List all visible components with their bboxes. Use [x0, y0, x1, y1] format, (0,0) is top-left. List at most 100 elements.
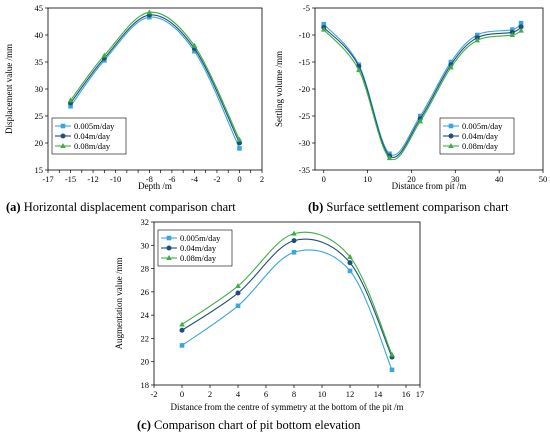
y-axis-label-a: Displacement value /mm — [4, 44, 14, 134]
y-tick-label-a: 30 — [35, 84, 44, 94]
data-point-c-1 — [291, 238, 297, 244]
caption-a-text: Horizontal displacement comparison chart — [20, 200, 236, 214]
x-tick-label-a: -6 — [168, 174, 175, 184]
legend-marker-b — [448, 123, 454, 129]
y-tick-label-b: -5 — [303, 3, 310, 13]
x-tick-label-a: 0 — [237, 174, 241, 184]
legend-marker-c — [166, 235, 172, 241]
x-axis-label-b: Distance from pit /m — [392, 181, 467, 191]
x-tick-label-a: 2 — [260, 174, 264, 184]
data-point-c-1 — [235, 290, 241, 296]
y-tick-label-c: 20 — [141, 357, 150, 367]
data-point-c-2 — [179, 321, 185, 327]
data-point-a-0 — [192, 48, 197, 54]
series-line-b-2 — [323, 29, 522, 161]
data-point-b-2 — [417, 118, 424, 124]
x-tick-label-b: 50 — [539, 174, 548, 184]
chart-b: 0 10 20 30 40 50 -35 -30 -25 -20 -15 -10 -5 Distance … — [274, 3, 547, 191]
y-tick-label-b: -20 — [299, 84, 310, 94]
legend-label-c: 0.04m/day — [180, 243, 217, 253]
caption-a-letter: (a) — [6, 200, 21, 214]
data-point-b-0 — [448, 59, 454, 65]
legend-label-a: 0.005m/day — [74, 121, 115, 131]
y-tick-label-a: 20 — [35, 138, 44, 148]
data-point-a-2 — [101, 52, 108, 58]
x-tick-label-c: 12 — [346, 389, 355, 399]
y-tick-label-a: 45 — [35, 3, 44, 13]
data-point-b-0 — [321, 21, 327, 27]
data-point-c-0 — [389, 367, 395, 373]
data-point-a-2 — [67, 97, 74, 103]
x-tick-label-b: 0 — [322, 174, 326, 184]
legend-label-b: 0.005m/day — [462, 121, 503, 131]
legend-label-c: 0.005m/day — [180, 233, 221, 243]
chart-a: -17 -15 -12 -10 -8 -6 -4 -2 0 2 15 20 25 30 35 40 45 Dept… — [4, 3, 264, 191]
caption-b-text: Surface settlement comparison chart — [323, 200, 509, 214]
y-tick-label-b: -10 — [299, 30, 310, 40]
legend-label-b: 0.08m/day — [462, 141, 499, 151]
caption-c: (c) Comparison chart of pit bottom eleva… — [137, 418, 361, 433]
caption-c-text: Comparison chart of pit bottom elevation — [150, 418, 361, 432]
x-tick-label-b: 20 — [407, 174, 416, 184]
legend-marker-c — [166, 255, 172, 260]
x-tick-label-a: -10 — [110, 174, 121, 184]
legend-label-a: 0.04m/day — [74, 131, 111, 141]
legend-label-c: 0.08m/day — [180, 253, 217, 263]
legend-marker-b — [448, 143, 454, 148]
y-axis-label-c: Augmentation value /mm — [114, 258, 124, 350]
x-tick-label-a: -8 — [146, 174, 153, 184]
data-point-b-0 — [518, 20, 524, 26]
y-tick-label-a: 25 — [35, 111, 44, 121]
y-tick-label-a: 40 — [35, 30, 44, 40]
data-point-b-2 — [356, 67, 362, 73]
y-tick-label-b: -30 — [299, 138, 310, 148]
data-point-b-0 — [474, 32, 480, 38]
data-point-b-1 — [518, 24, 524, 30]
caption-a: (a) Horizontal displacement comparison c… — [6, 200, 236, 215]
caption-b: (b) Surface settlement comparison chart — [308, 200, 509, 215]
data-point-c-2 — [235, 283, 241, 289]
legend-label-a: 0.08m/day — [74, 141, 111, 151]
plot-frame-c — [153, 221, 421, 386]
data-point-b-2 — [320, 26, 327, 32]
y-tick-label-b: -35 — [299, 165, 310, 175]
data-point-b-2 — [474, 37, 481, 43]
x-axis-label-c: Distance from the centre of symmetry at … — [171, 402, 404, 412]
data-point-b-0 — [510, 27, 515, 32]
x-tick-label-b: 10 — [363, 174, 372, 184]
data-point-a-2 — [236, 136, 243, 142]
x-tick-label-b: 30 — [451, 174, 460, 184]
data-point-b-2 — [386, 155, 393, 161]
data-point-c-0 — [179, 343, 185, 348]
x-tick-label-c: 10 — [318, 389, 327, 399]
data-point-c-2 — [291, 230, 297, 236]
data-point-c-0 — [291, 249, 297, 255]
x-tick-label-a: -15 — [65, 174, 76, 184]
legend-marker-c — [166, 245, 172, 251]
data-point-a-2 — [146, 9, 153, 15]
caption-c-letter: (c) — [137, 418, 151, 432]
data-point-a-0 — [237, 146, 242, 151]
x-tick-label-c: 6 — [264, 389, 268, 399]
x-tick-label-b: 40 — [495, 174, 504, 184]
data-point-b-2 — [448, 64, 454, 70]
legend-marker-a — [60, 143, 66, 148]
x-tick-label-a: -12 — [87, 174, 98, 184]
x-tick-label-c: 4 — [236, 389, 241, 399]
series-line-b-1 — [323, 26, 522, 159]
y-tick-label-a: 15 — [35, 165, 44, 175]
caption-b-letter: (b) — [308, 200, 324, 214]
data-point-b-2 — [518, 27, 524, 33]
x-tick-label-c: 14 — [374, 389, 383, 399]
y-tick-label-c: 22 — [141, 333, 150, 343]
legend-marker-a — [60, 133, 66, 139]
y-axis-label-b: Settling volume /mm — [274, 51, 284, 127]
x-tick-label-c: 2 — [208, 389, 212, 399]
x-tick-label-a: -2 — [213, 174, 220, 184]
data-point-c-0 — [347, 268, 353, 274]
x-tick-label-a: -4 — [191, 174, 199, 184]
